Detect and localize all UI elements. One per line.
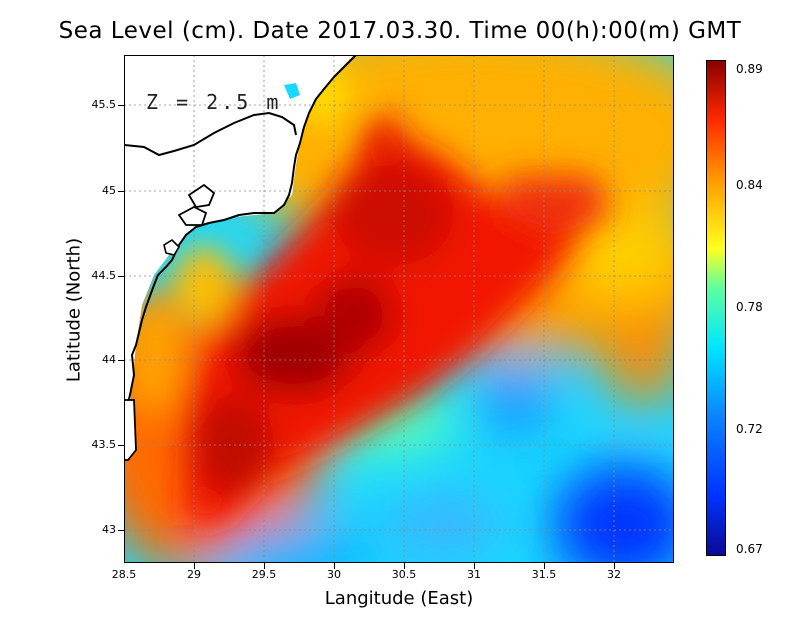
x-tick-label: 31 <box>467 568 481 581</box>
colorbar-label: 0.78 <box>736 300 763 314</box>
colorbar <box>706 60 726 556</box>
colorbar-label: 0.67 <box>736 542 763 556</box>
y-tick-mark <box>118 191 124 192</box>
colorbar-label: 0.89 <box>736 62 763 76</box>
x-tick-label: 29.5 <box>251 568 277 581</box>
x-tick-label: 28.5 <box>111 568 137 581</box>
x-axis-label: Langitude (East) <box>324 588 474 609</box>
x-tick-label: 30 <box>327 568 341 581</box>
y-tick-mark <box>118 530 124 531</box>
x-tick-mark <box>194 563 195 569</box>
y-axis-label: Latitude (North) <box>63 237 85 383</box>
x-tick-label: 29 <box>187 568 201 581</box>
colorbar-label: 0.84 <box>736 178 763 192</box>
y-tick-mark <box>118 445 124 446</box>
sea-level-map <box>124 55 674 563</box>
y-tick-mark <box>118 105 124 106</box>
x-tick-mark <box>404 563 405 569</box>
x-tick-label: 32 <box>607 568 621 581</box>
y-tick-mark <box>118 360 124 361</box>
coastline <box>124 55 357 406</box>
y-tick-mark <box>118 276 124 277</box>
y-tick-label: 45.5 <box>91 98 117 111</box>
y-tick-label: 45 <box>102 184 116 197</box>
x-tick-mark <box>614 563 615 569</box>
colorbar-label: 0.72 <box>736 422 763 436</box>
y-tick-label: 44.5 <box>91 269 117 282</box>
sea-level-field <box>124 55 674 563</box>
map-title: Sea Level (cm). Date 2017.03.30. Time 00… <box>58 18 742 44</box>
y-tick-label: 43.5 <box>91 438 117 451</box>
x-tick-mark <box>544 563 545 569</box>
x-tick-label: 30.5 <box>391 568 417 581</box>
depth-annotation: Z = 2.5 m <box>146 90 282 114</box>
x-tick-mark <box>474 563 475 569</box>
x-tick-mark <box>264 563 265 569</box>
x-tick-label: 31.5 <box>531 568 557 581</box>
y-tick-label: 44 <box>102 353 116 366</box>
x-tick-mark <box>334 563 335 569</box>
y-tick-label: 43 <box>102 523 116 536</box>
